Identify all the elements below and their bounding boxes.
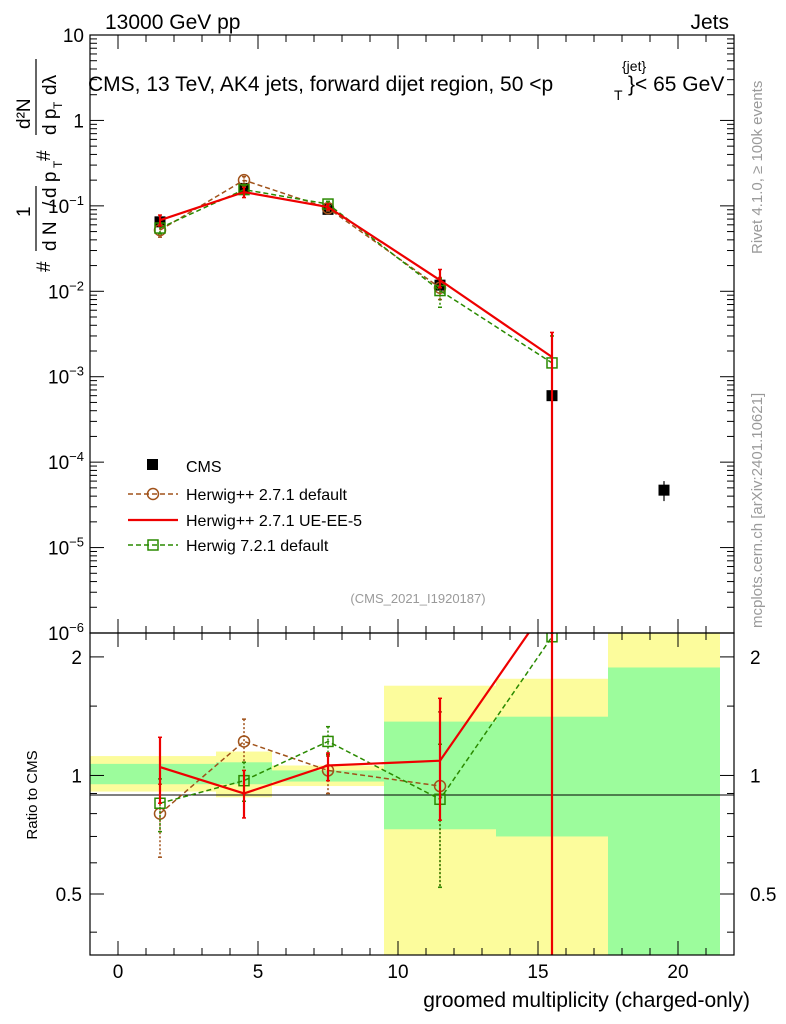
ratio-y-tick-label: 2 [71, 648, 82, 669]
svg-text:T: T [51, 101, 65, 109]
ratio-h271-point [237, 735, 251, 748]
x-tick-label: 15 [527, 962, 548, 983]
plot-title-subscript: T [614, 87, 623, 103]
plot-title-end: }< 65 GeV [628, 73, 724, 96]
legend-h721-label: Herwig 7.2.1 default [186, 538, 329, 555]
main-y-tick-label: 10 [63, 26, 84, 47]
svg-text:d p: d p [40, 109, 61, 135]
main-axis-ticks: 10−6 10−5 10−4 10−3 10−2 10−1 1 10 [48, 26, 735, 645]
ratio-band-inner [90, 763, 216, 785]
x-axis-label: groomed multiplicity (charged-only) [423, 989, 750, 1012]
svg-text:#: # [34, 261, 55, 272]
main-y-tick-label: 10−3 [48, 364, 84, 389]
process-label: Jets [690, 11, 729, 34]
cms-data-point [658, 484, 670, 496]
ratio-band-inner [608, 667, 720, 955]
legend-h721-marker [147, 539, 159, 551]
x-tick-label: 5 [253, 962, 264, 983]
main-y-tick-label: 10−2 [48, 278, 84, 303]
legend: CMS Herwig++ 2.7.1 default Herwig++ 2.7.… [128, 459, 362, 555]
ratio-h271-line [159, 740, 441, 815]
main-plot-series [153, 173, 670, 633]
ratio-y-axis-label: Ratio to CMS [24, 750, 41, 839]
mcplots-source-label: mcplots.cern.ch [arXiv:2401.10621] [749, 393, 766, 628]
ratio-y-tick-label: 0.5 [56, 885, 82, 906]
svg-text:d²N: d²N [14, 98, 35, 129]
ratio-h721-point [322, 735, 334, 748]
main-h271-line [159, 179, 441, 289]
legend-h271-marker [146, 487, 160, 501]
ratio-h721-line [159, 636, 553, 804]
legend-h271-label: Herwig++ 2.7.1 default [186, 487, 348, 504]
ratio-y-tick-label-right: 2 [750, 648, 761, 669]
svg-text:T: T [51, 160, 65, 168]
svg-text:d p: d p [40, 172, 61, 198]
legend-ueee5-label: Herwig++ 2.7.1 UE-EE-5 [186, 513, 362, 530]
ratio-plot-frame [89, 632, 735, 956]
plot-title-superscript: {jet} [622, 58, 646, 74]
svg-text:#: # [34, 150, 55, 161]
main-y-tick-label: 10−4 [48, 449, 84, 474]
main-h721-line [159, 188, 553, 364]
legend-cms-marker [147, 459, 158, 470]
main-y-tick-label: 10−1 [48, 193, 84, 218]
x-tick-label: 20 [667, 962, 688, 983]
analysis-tag: (CMS_2021_I1920187) [350, 591, 485, 606]
svg-text:1: 1 [14, 206, 35, 217]
energy-label: 13000 GeV pp [105, 11, 240, 34]
ratio-y-tick-label-right: 1 [750, 766, 761, 787]
main-y-tick-label: 1 [73, 111, 84, 132]
main-y-tick-label: 10−5 [48, 535, 84, 560]
svg-text:d N: d N [40, 221, 61, 251]
main-y-axis-label: # 1 d N / d p T # d²N d p T dλ [14, 59, 65, 272]
svg-text:dλ: dλ [40, 74, 61, 95]
main-ueee5-line [159, 190, 553, 358]
svg-text:/: / [40, 201, 61, 207]
main-y-tick-label: 10−6 [48, 620, 84, 645]
rivet-version-label: Rivet 4.1.0, ≥ 100k events [749, 81, 766, 254]
x-tick-label: 0 [113, 962, 124, 983]
legend-cms-label: CMS [186, 459, 222, 476]
ratio-y-tick-label: 1 [71, 766, 82, 787]
ratio-plot-series [153, 633, 558, 955]
ratio-y-tick-label-right: 0.5 [750, 885, 776, 906]
ratio-uncertainty-bands [90, 633, 720, 955]
plot-title: CMS, 13 TeV, AK4 jets, forward dijet reg… [88, 73, 553, 96]
x-tick-label: 10 [387, 962, 408, 983]
